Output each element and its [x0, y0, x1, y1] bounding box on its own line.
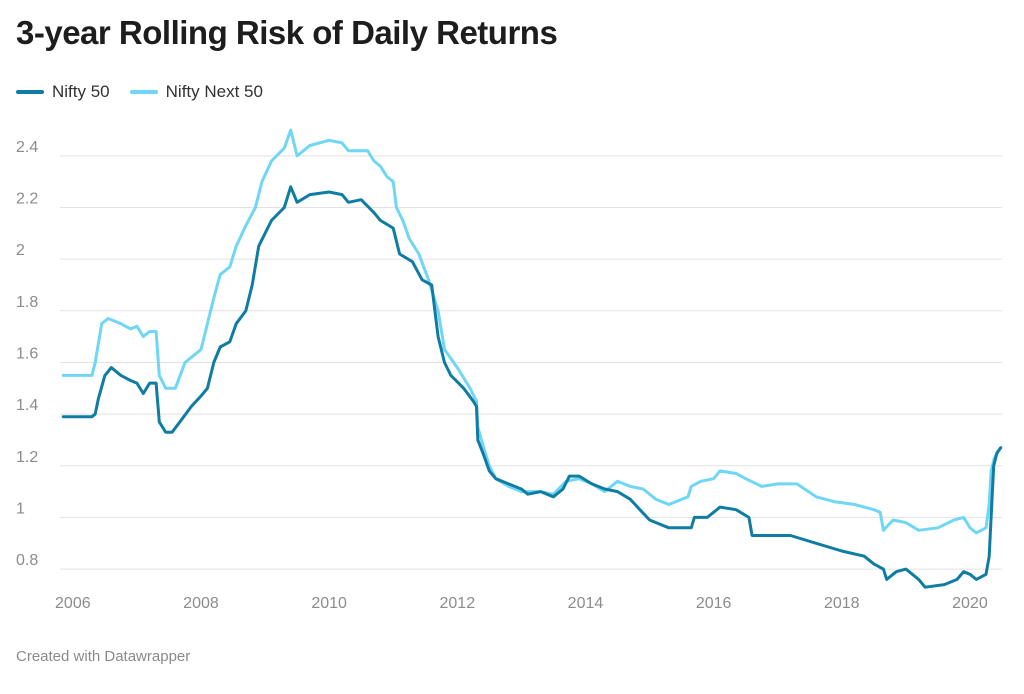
- legend-item-nifty-50: Nifty 50: [16, 82, 110, 102]
- y-tick-label: 2: [16, 242, 25, 259]
- legend-swatch-nifty-next-50: [129, 90, 158, 94]
- y-tick-label: 0.8: [16, 552, 38, 569]
- series-line-nifty-next-50: [61, 128, 1003, 535]
- y-tick-label: 1.8: [16, 294, 38, 311]
- y-tick-label: 2.2: [16, 190, 38, 207]
- x-tick-label: 2010: [311, 595, 347, 612]
- y-axis: 0.8 1 1.2 1.4 1.6 1.8 2 2.2 2.4: [16, 139, 38, 569]
- legend-label-nifty-50: Nifty 50: [52, 82, 110, 101]
- x-tick-label: 2012: [440, 595, 476, 612]
- line-chart: 0.8 1 1.2 1.4 1.6 1.8 2 2.2 2.4 2006 2008 2010 2012…: [16, 128, 1003, 612]
- series-line-nifty-50: [61, 185, 1003, 589]
- chart-title: 3-year Rolling Risk of Daily Returns: [16, 14, 558, 51]
- x-tick-label: 2006: [55, 595, 91, 612]
- y-tick-label: 1.6: [16, 345, 38, 362]
- y-tick-label: 1: [16, 500, 25, 517]
- x-tick-label: 2020: [952, 595, 988, 612]
- legend-item-nifty-next-50: Nifty Next 50: [129, 82, 263, 102]
- series-layer: [61, 128, 1003, 589]
- legend: Nifty 50 Nifty Next 50: [16, 82, 263, 102]
- x-tick-label: 2018: [824, 595, 860, 612]
- x-tick-label: 2016: [696, 595, 732, 612]
- y-tick-label: 1.2: [16, 449, 38, 466]
- y-tick-label: 2.4: [16, 139, 38, 156]
- legend-label-nifty-next-50: Nifty Next 50: [165, 82, 263, 101]
- x-axis: 2006 2008 2010 2012 2014 2016 2018 2020: [55, 595, 988, 612]
- grid-layer: [60, 155, 1002, 570]
- x-tick-label: 2008: [183, 595, 219, 612]
- x-tick-label: 2014: [568, 595, 604, 612]
- legend-swatch-nifty-50: [16, 90, 44, 94]
- footer-credit: Created with Datawrapper: [16, 648, 191, 665]
- y-tick-label: 1.4: [16, 397, 38, 414]
